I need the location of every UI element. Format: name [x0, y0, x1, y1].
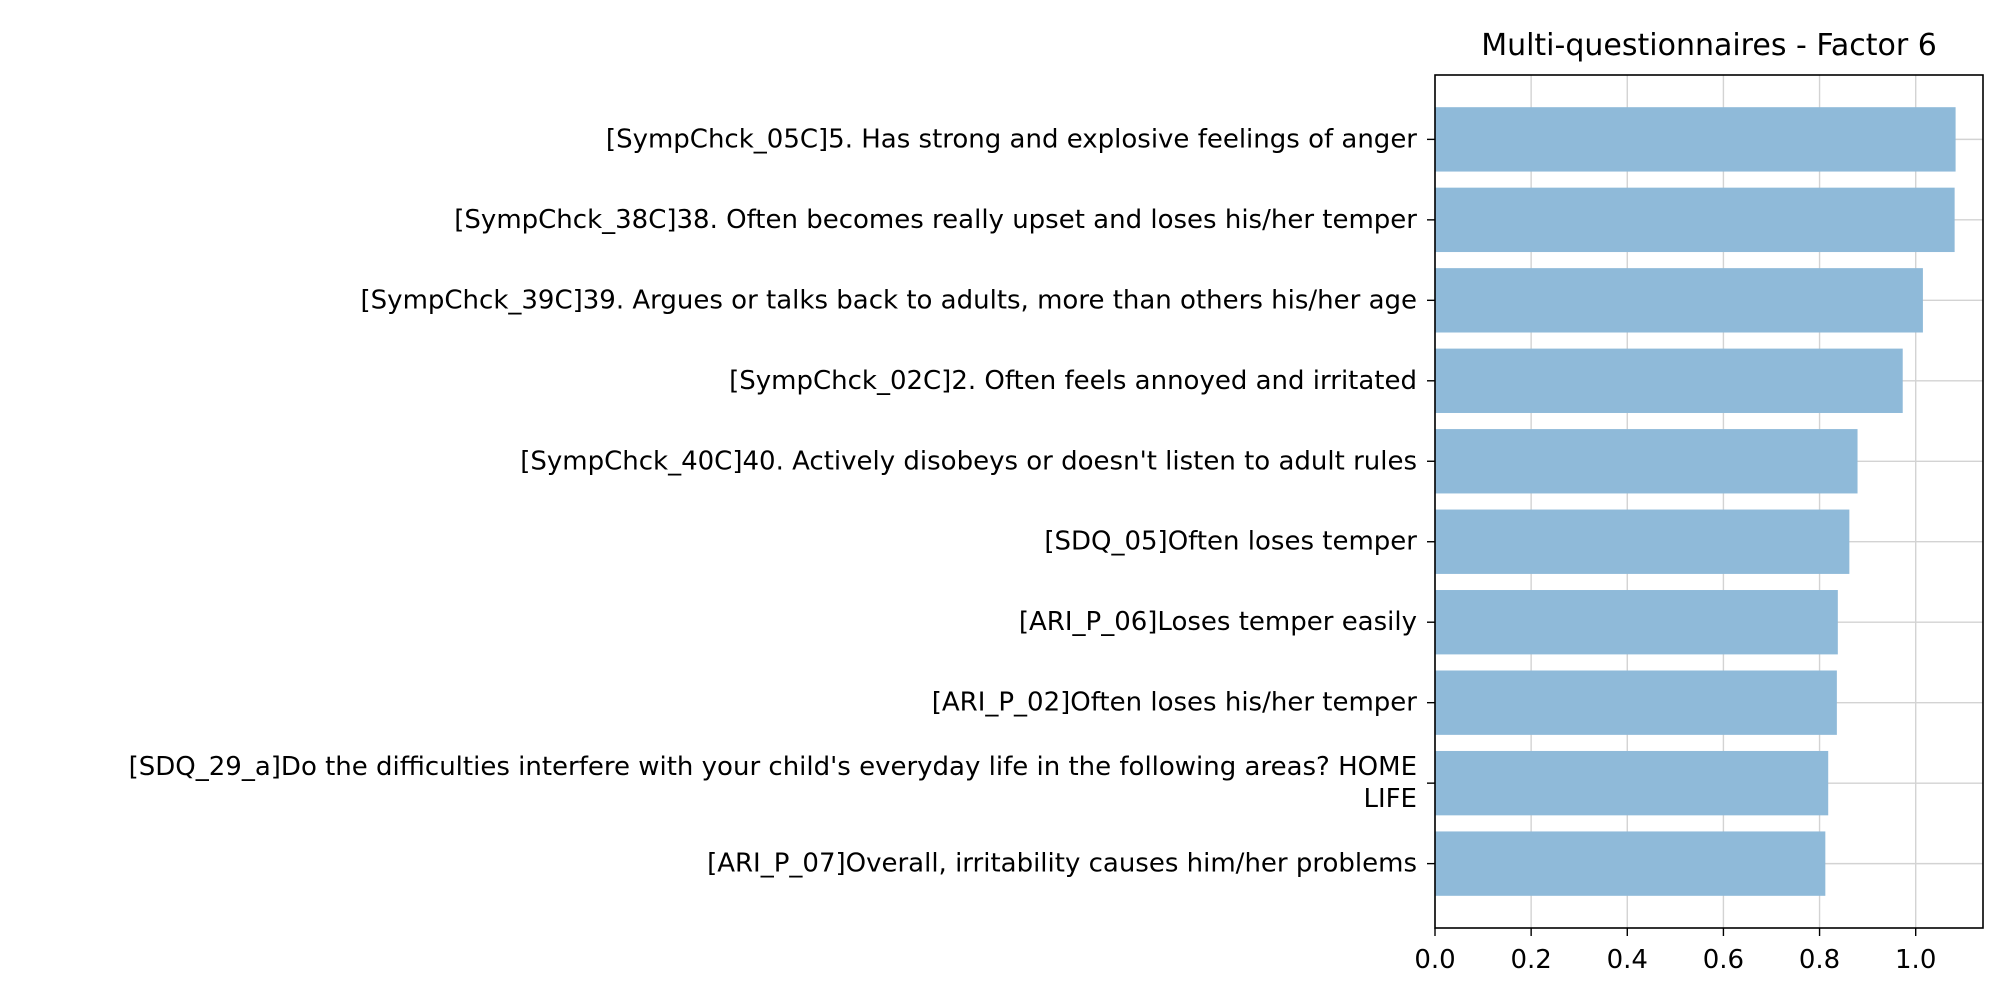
- y-tick-label: [SympChck_39C]39. Argues or talks back t…: [361, 285, 1417, 315]
- bar: [1435, 831, 1826, 896]
- y-tick-label: [SympChck_05C]5. Has strong and explosiv…: [606, 124, 1417, 154]
- y-tick-label-line: [SDQ_29_a]Do the difficulties interfere …: [129, 752, 1417, 782]
- plot-frame: [1434, 74, 1984, 929]
- y-tick-label: [ARI_P_07]Overall, irritability causes h…: [707, 849, 1417, 879]
- y-tick-label-line: [ARI_P_06]Loses temper easily: [1019, 607, 1417, 637]
- y-tick-label: [ARI_P_06]Loses temper easily: [1019, 607, 1417, 637]
- x-tick-label: 0.8: [1799, 945, 1840, 975]
- y-tick-label: [SympChck_02C]2. Often feels annoyed and…: [729, 366, 1417, 396]
- y-axis: [SympChck_05C]5. Has strong and explosiv…: [129, 124, 1435, 879]
- y-tick-label: [ARI_P_02]Often loses his/her temper: [932, 688, 1418, 718]
- bar: [1435, 750, 1829, 816]
- x-tick-label: 0.2: [1510, 945, 1551, 975]
- bar: [1435, 429, 1858, 494]
- x-tick-label: 0.6: [1703, 945, 1744, 975]
- y-tick-label-line: [SympChck_05C]5. Has strong and explosiv…: [606, 124, 1417, 154]
- bar: [1435, 670, 1837, 735]
- y-tick-label-line: [ARI_P_02]Often loses his/her temper: [932, 688, 1418, 718]
- y-tick-label-line: [SympChck_40C]40. Actively disobeys or d…: [520, 446, 1417, 476]
- y-tick-label-line: [SympChck_38C]38. Often becomes really u…: [454, 205, 1417, 235]
- y-tick-label: [SympChck_40C]40. Actively disobeys or d…: [520, 446, 1417, 476]
- chart-title: Multi-questionnaires - Factor 6: [1481, 28, 1937, 63]
- y-tick-label-line: [SympChck_39C]39. Argues or talks back t…: [361, 285, 1417, 315]
- y-tick-label: [SDQ_05]Often loses temper: [1044, 527, 1417, 557]
- bar: [1435, 509, 1850, 574]
- x-axis: 0.0 0.2 0.4 0.6 0.8 1.0: [1414, 928, 1936, 975]
- y-tick-label-line: LIFE: [1363, 784, 1417, 814]
- x-tick-label: 0.4: [1607, 945, 1648, 975]
- bar: [1435, 348, 1903, 413]
- bars-layer: [1435, 107, 1956, 896]
- bar: [1435, 107, 1956, 172]
- y-tick-label: [SympChck_38C]38. Often becomes really u…: [454, 205, 1417, 235]
- x-tick-label: 1.0: [1895, 945, 1936, 975]
- y-tick-label-line: [SympChck_02C]2. Often feels annoyed and…: [729, 366, 1417, 396]
- bar: [1435, 187, 1955, 253]
- bar: [1435, 268, 1923, 333]
- bar: [1435, 590, 1838, 655]
- y-tick-label-line: [ARI_P_07]Overall, irritability causes h…: [707, 849, 1417, 879]
- y-tick-label: [SDQ_29_a]Do the difficulties interfere …: [129, 752, 1417, 814]
- x-tick-label: 0.0: [1414, 945, 1455, 975]
- y-tick-label-line: [SDQ_05]Often loses temper: [1044, 527, 1417, 557]
